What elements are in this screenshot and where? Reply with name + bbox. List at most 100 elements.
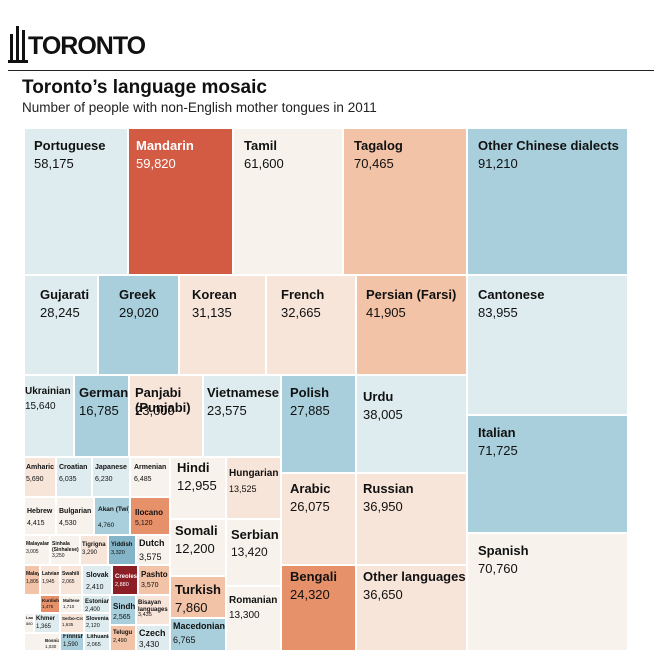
tile-label: Hebrew xyxy=(27,508,53,515)
tile-value: 71,725 xyxy=(478,443,518,458)
tile-label: Portuguese xyxy=(34,138,106,153)
tile-label: Sindhi xyxy=(113,602,136,611)
tile-value: 12,955 xyxy=(177,478,217,493)
tile-value: 13,525 xyxy=(229,484,257,494)
tile-label: Armenian xyxy=(134,464,167,471)
tile-label: Creoles xyxy=(115,574,138,580)
tile-value: 3,290 xyxy=(82,550,98,556)
tile-value: 16,785 xyxy=(79,403,119,418)
tile-swahili: Swahili 2,065 xyxy=(60,565,82,595)
header: TORONTO Toronto’s language mosaic Number… xyxy=(0,0,661,115)
tile-label: Yiddish xyxy=(111,542,133,548)
title-divider xyxy=(8,70,654,71)
tile-value: 32,665 xyxy=(281,305,321,320)
tile-malayalam: Malayalam 3,005 xyxy=(24,535,50,565)
tile-value: 5,120 xyxy=(135,520,153,527)
tile-creoles: Creoles 2,880 xyxy=(112,565,138,595)
tile-estonian: Estonian 2,400 xyxy=(82,595,110,613)
tile-value: 3,430 xyxy=(139,640,160,649)
tile-value: 6,035 xyxy=(59,476,77,483)
tile-value: 4,530 xyxy=(59,520,77,527)
tile-value: 2,120 xyxy=(86,623,100,629)
tile-label: Telugu xyxy=(113,630,133,636)
tile-value: 5,690 xyxy=(26,476,44,483)
tile-label: Greek xyxy=(119,287,156,302)
tile-label: French xyxy=(281,287,325,302)
tile-label: Amharic xyxy=(26,464,55,471)
tile-malay: Malay 1,805 xyxy=(24,565,40,595)
tile-sinhala-sinhalese: Sinhala (Sinhalese) 3,250 xyxy=(50,535,80,565)
tile-french: French 32,665 xyxy=(266,275,356,375)
tile-bisayan-languages: Bisayan languages 3,435 xyxy=(136,595,170,625)
tile-hungarian: Hungarian 13,525 xyxy=(226,457,281,519)
tile-value: 1,030 xyxy=(45,644,57,649)
page-subtitle: Number of people with non-English mother… xyxy=(22,100,377,115)
tile-label: Lao xyxy=(26,615,34,620)
page-title: Toronto’s language mosaic xyxy=(22,77,267,98)
tile-label: Malay xyxy=(26,571,40,577)
tile-urdu: Urdu 38,005 xyxy=(356,375,467,473)
tile-label: Other languages xyxy=(363,569,466,584)
tile-tigrigna: Tigrigna 3,290 xyxy=(80,535,108,565)
tile-value: 23,000 xyxy=(135,403,175,418)
tile-telugu: Telugu 2,490 xyxy=(110,625,136,651)
tile-value: 1,590 xyxy=(63,642,79,648)
tile-latvian: Latvian 1,945 xyxy=(40,565,60,595)
tile-value: 4,415 xyxy=(27,520,45,527)
tile-label: Korean xyxy=(192,287,237,302)
tile-value: 7,860 xyxy=(175,600,208,615)
tile-label: Cantonese xyxy=(478,287,545,302)
tile-cantonese: Cantonese 83,955 xyxy=(467,275,628,415)
tile-value: 3,320 xyxy=(111,550,125,556)
tile-label: Malayalam xyxy=(26,541,50,547)
tile-hindi: Hindi 12,955 xyxy=(170,457,226,519)
tile-bosnian: Bosnian1,030 xyxy=(24,633,60,651)
tile-ukrainian: Ukrainian 15,640 xyxy=(24,375,74,457)
tile-label: Other Chinese dialects xyxy=(478,138,619,153)
tile-label: Bengali xyxy=(290,569,337,584)
tile-label: Lithuanian xyxy=(87,634,109,640)
tile-label: Gujarati xyxy=(40,287,90,302)
tile-label: Somali xyxy=(175,523,218,538)
tile-label: Ilocano xyxy=(135,508,164,517)
tile-finnish: Finnish 1,590 xyxy=(60,633,84,651)
tile-label: Ukrainian xyxy=(25,386,71,397)
tile-value: 880 xyxy=(26,621,33,626)
tile-value: 59,820 xyxy=(136,156,176,171)
tile-value: 1,365 xyxy=(36,624,52,630)
tile-macedonian: Macedonian 6,765 xyxy=(170,618,226,651)
tile-value: 3,250 xyxy=(52,553,65,559)
tile-value: 1,805 xyxy=(26,579,39,585)
tile-value: 13,300 xyxy=(229,610,260,621)
tile-label: Hindi xyxy=(177,460,210,475)
tile-japanese: Japanese 6,230 xyxy=(92,457,130,497)
tile-german: German 16,785 xyxy=(74,375,129,457)
tile-value: 36,650 xyxy=(363,587,403,602)
tile-label: Sinhala (Sinhalese) xyxy=(52,541,79,553)
tile-value: 70,760 xyxy=(478,561,518,576)
tile-khmer: Khmer 1,365 xyxy=(34,613,60,633)
tile-value: 31,135 xyxy=(192,305,232,320)
tile-value: 1,475 xyxy=(42,604,54,609)
tile-value: 27,885 xyxy=(290,403,330,418)
tile-value: 2,410 xyxy=(86,584,104,591)
tile-hebrew: Hebrew 4,415 xyxy=(24,497,56,535)
tile-label: Spanish xyxy=(478,543,529,558)
tile-croatian: Croatian 6,035 xyxy=(56,457,92,497)
tile-value: 2,490 xyxy=(113,638,127,644)
tile-value: 2,400 xyxy=(85,607,101,613)
tile-label: Panjabi (Punjabi) xyxy=(135,385,191,415)
tile-arabic: Arabic 26,075 xyxy=(281,473,356,565)
tile-label: Serbian xyxy=(231,527,279,542)
tile-turkish: Turkish 7,860 xyxy=(170,576,226,618)
tile-dutch: Dutch 3,575 xyxy=(136,535,170,565)
tile-label: Kurdish xyxy=(42,598,60,603)
tile-label: Finnish xyxy=(63,634,84,640)
tile-label: Pashto xyxy=(141,570,168,579)
tile-value: 61,600 xyxy=(244,156,284,171)
tile-spanish: Spanish 70,760 xyxy=(467,533,628,651)
tile-value: 13,420 xyxy=(231,545,268,559)
tile-value: 83,955 xyxy=(478,305,518,320)
tile-value: 91,210 xyxy=(478,156,518,171)
tile-label: Tigrigna xyxy=(82,542,106,548)
